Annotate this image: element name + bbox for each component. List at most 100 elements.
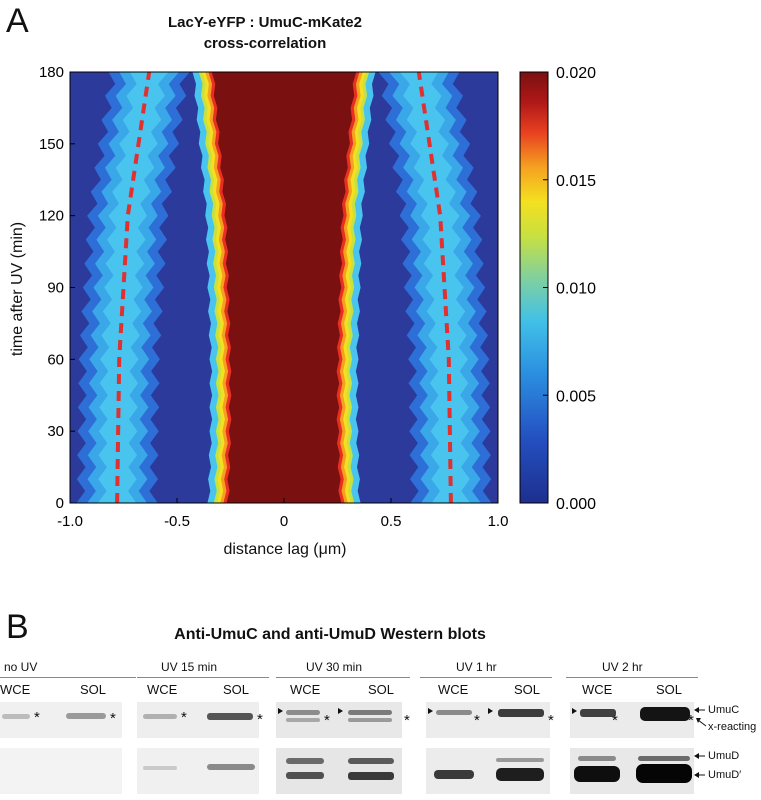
band xyxy=(580,709,616,717)
panel-a-letter: A xyxy=(6,2,29,40)
band xyxy=(348,758,394,764)
umuc-blot-strip xyxy=(426,702,550,738)
lane-label-sol: SOL xyxy=(368,682,395,697)
band-label-arrows xyxy=(694,707,707,778)
blot-group-no-uv: no UV WCE SOL * * xyxy=(0,660,138,800)
umud-blot-strip xyxy=(276,748,402,794)
asterisk-marker: * xyxy=(404,712,410,729)
lane-label-sol: SOL xyxy=(80,682,107,697)
y-tick-label: 90 xyxy=(47,280,64,297)
blot-group-uv-30: UV 30 min WCE SOL * * xyxy=(276,660,416,800)
label-x-reacting: x-reacting xyxy=(708,721,757,733)
colorbar-tick-label: 0.010 xyxy=(556,281,596,298)
asterisk-marker: * xyxy=(474,712,480,729)
band xyxy=(434,770,474,779)
y-axis-label: time after UV (min) xyxy=(9,221,26,357)
condition-label: UV 30 min xyxy=(306,660,363,674)
band xyxy=(496,768,544,781)
x-tick-label: 1.0 xyxy=(488,513,509,530)
umud-blot-strip xyxy=(570,748,694,794)
asterisk-marker: * xyxy=(612,712,618,729)
colorbar-tick-label: 0.020 xyxy=(556,65,596,82)
condition-label: no UV xyxy=(4,660,38,674)
band xyxy=(143,714,177,719)
condition-label: UV 2 hr xyxy=(602,660,643,674)
band xyxy=(496,758,544,762)
trend-line-right xyxy=(416,71,453,504)
condition-divider xyxy=(0,677,136,678)
lane-label-wce: WCE xyxy=(147,682,178,697)
side-band-inner-left xyxy=(97,72,169,503)
umud-blot-strip xyxy=(137,748,259,794)
band xyxy=(638,756,690,761)
band xyxy=(574,766,620,782)
y-tick-label: 60 xyxy=(47,351,64,368)
condition-label: UV 1 hr xyxy=(456,660,497,674)
y-tick-label: 150 xyxy=(39,136,64,153)
band xyxy=(578,756,616,761)
side-band-inner-right xyxy=(399,72,471,503)
y-tick-label: 120 xyxy=(39,208,64,225)
lane-label-sol: SOL xyxy=(514,682,541,697)
band xyxy=(436,710,472,715)
western-blots: no UV WCE SOL * * UV 15 min WCE SOL * * … xyxy=(0,660,761,800)
asterisk-marker: * xyxy=(181,709,187,726)
condition-label: UV 15 min xyxy=(161,660,218,674)
trend-line-left xyxy=(115,71,152,504)
band xyxy=(286,718,320,722)
band xyxy=(143,766,177,770)
asterisk-marker: * xyxy=(548,712,554,729)
condition-divider xyxy=(276,677,410,678)
y-tick-label: 0 xyxy=(56,495,64,512)
band xyxy=(2,714,30,719)
lane-label-wce: WCE xyxy=(582,682,613,697)
asterisk-marker: * xyxy=(257,711,263,728)
band xyxy=(207,713,253,720)
condition-divider xyxy=(566,677,698,678)
band xyxy=(66,713,106,719)
arrowhead-marker xyxy=(428,708,433,714)
band xyxy=(286,758,324,764)
arrowhead-marker xyxy=(572,708,577,714)
umuc-blot-strip xyxy=(570,702,694,738)
band xyxy=(286,772,324,779)
y-tick-label: 30 xyxy=(47,423,64,440)
lane-label-wce: WCE xyxy=(438,682,469,697)
band xyxy=(348,772,394,780)
blot-group-uv-15: UV 15 min WCE SOL * * xyxy=(137,660,275,800)
lane-label-sol: SOL xyxy=(223,682,250,697)
label-umud-prime: UmuD′ xyxy=(708,769,742,781)
band xyxy=(286,710,320,715)
umuc-blot-strip xyxy=(137,702,259,738)
arrowhead-marker xyxy=(278,708,283,714)
colorbar-tick-label: 0.005 xyxy=(556,388,596,405)
lane-label-wce: WCE xyxy=(0,682,31,697)
asterisk-marker: * xyxy=(688,712,694,729)
arrowhead-marker xyxy=(488,708,493,714)
umud-blot-strip xyxy=(0,748,122,794)
panel-b-title: Anti-UmuC and anti-UmuD Western blots xyxy=(174,626,486,643)
y-tick-label: 180 xyxy=(39,64,64,81)
umuc-blot-strip xyxy=(0,702,122,738)
colorbar-tick-label: 0.015 xyxy=(556,173,596,190)
x-axis-label: distance lag (μm) xyxy=(223,541,347,558)
panel-b-letter: B xyxy=(6,608,29,646)
x-tick-label: -1.0 xyxy=(57,513,83,530)
band xyxy=(207,764,255,770)
band xyxy=(348,718,392,722)
arrowhead-marker xyxy=(338,708,343,714)
band xyxy=(348,710,392,715)
panel-a-title-line2: cross-correlation xyxy=(203,35,327,52)
heatmap-chart: -1.0 -0.5 0 0.5 1.0 0 30 60 90 120 150 180 0.000 0.0… xyxy=(39,64,596,530)
band xyxy=(640,707,690,721)
band xyxy=(498,709,544,717)
blot-group-uv-1hr: UV 1 hr WCE SOL * * xyxy=(420,660,560,800)
condition-divider xyxy=(137,677,269,678)
panel-a-title-line1: LacY-eYFP : UmuC-mKate2 xyxy=(168,14,362,31)
condition-divider xyxy=(420,677,552,678)
umuc-blot-strip xyxy=(276,702,402,738)
x-tick-label: -0.5 xyxy=(164,513,190,530)
lane-label-sol: SOL xyxy=(656,682,683,697)
asterisk-marker: * xyxy=(34,709,40,726)
x-tick-label: 0.5 xyxy=(381,513,402,530)
